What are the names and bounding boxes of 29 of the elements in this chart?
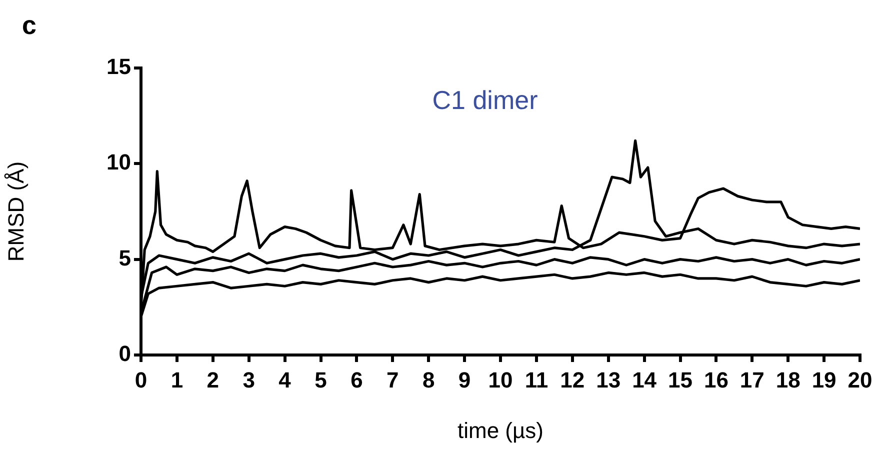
x-tick-label: 15 — [668, 367, 692, 392]
x-tick-label: 7 — [386, 367, 399, 392]
x-tick-label: 11 — [524, 367, 548, 392]
x-tick-label: 18 — [776, 367, 800, 392]
x-tick-label: 4 — [278, 367, 292, 392]
x-tick-label: 2 — [206, 367, 220, 392]
x-tick-label: 9 — [458, 367, 471, 392]
x-axis-title: time (µs) — [457, 418, 544, 443]
x-tick-label: 16 — [704, 367, 728, 392]
y-tick-label: 5 — [118, 245, 131, 270]
x-tick-label: 13 — [596, 367, 621, 392]
x-tick-label: 10 — [488, 367, 513, 392]
x-tick-label: 12 — [560, 367, 585, 392]
y-tick-label: 0 — [118, 341, 131, 366]
y-axis-title: RMSD (Å) — [3, 161, 28, 262]
y-tick-label: 15 — [106, 54, 131, 80]
x-tick-label: 19 — [812, 367, 836, 392]
x-tick-label: 6 — [350, 367, 363, 392]
y-tick-label: 10 — [106, 150, 131, 175]
x-tick-label: 20 — [848, 367, 872, 392]
x-tick-label: 5 — [314, 367, 327, 392]
text: c — [22, 10, 36, 40]
x-tick-label: 1 — [170, 367, 184, 392]
x-tick-label: 3 — [242, 367, 255, 392]
text: C1 dimer — [432, 85, 538, 116]
x-tick-label: 17 — [740, 367, 764, 392]
x-tick-label: 0 — [134, 367, 148, 392]
x-tick-label: 8 — [422, 367, 435, 392]
x-tick-label: 14 — [632, 367, 658, 392]
